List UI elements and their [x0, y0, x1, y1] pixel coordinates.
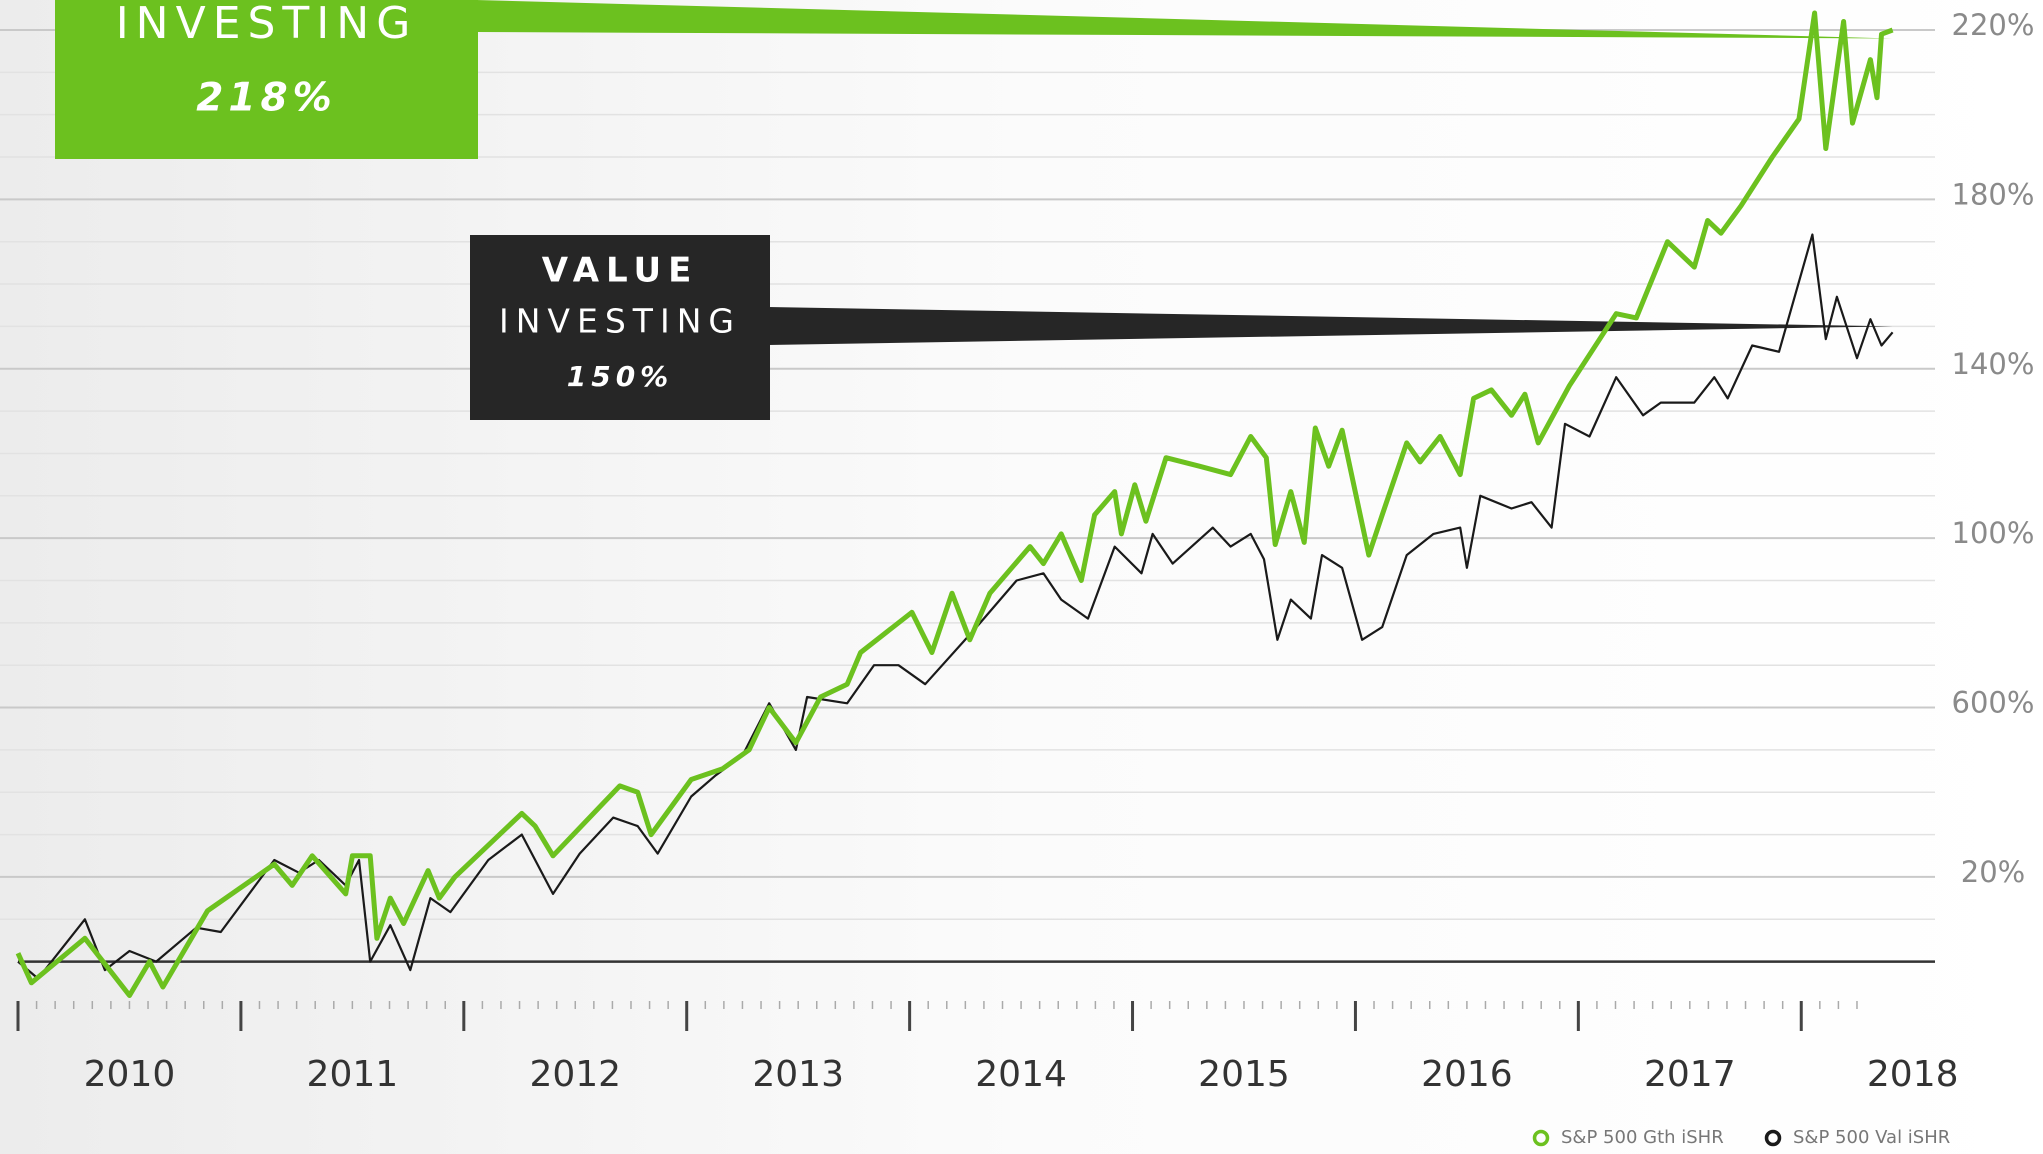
y-tick-label: 100%	[1952, 516, 2035, 550]
x-tick-label: 2013	[752, 1054, 844, 1095]
series-line	[15, 10, 1894, 998]
legend-label: S&P 500 Val iSHR	[1793, 1127, 1950, 1148]
annotation-text: INVESTING	[499, 302, 741, 341]
y-tick-label: 220%	[1952, 8, 2035, 42]
annotation-text: VALUE	[542, 251, 699, 291]
x-tick-label: 2011	[307, 1054, 399, 1095]
x-tick-label: 2010	[84, 1054, 176, 1095]
annotation-box	[470, 235, 770, 420]
y-tick-label: 20%	[1961, 855, 2025, 889]
x-tick-label: 2015	[1198, 1054, 1290, 1095]
y-tick-label: 140%	[1952, 347, 2035, 381]
annotation-pointer	[768, 307, 1893, 345]
x-tick-label: 2012	[529, 1054, 621, 1095]
annotation-box	[55, 0, 478, 159]
annotation-value: 218%	[196, 76, 337, 121]
legend-label: S&P 500 Gth iSHR	[1561, 1127, 1724, 1148]
legend-marker	[1532, 1129, 1550, 1147]
annotation-pointer	[476, 0, 1893, 39]
annotation-text: INVESTING	[116, 0, 418, 49]
x-tick-label: 2017	[1644, 1054, 1736, 1095]
y-tick-label: 180%	[1952, 177, 2035, 211]
x-tick-label: 2014	[975, 1054, 1067, 1095]
annotation-value: 150%	[567, 360, 674, 393]
legend-marker	[1764, 1129, 1782, 1147]
y-tick-label: 600%	[1952, 686, 2035, 720]
series-line	[17, 233, 1894, 980]
x-tick-label: 2016	[1421, 1054, 1513, 1095]
x-tick-label: 2018	[1867, 1054, 1959, 1095]
